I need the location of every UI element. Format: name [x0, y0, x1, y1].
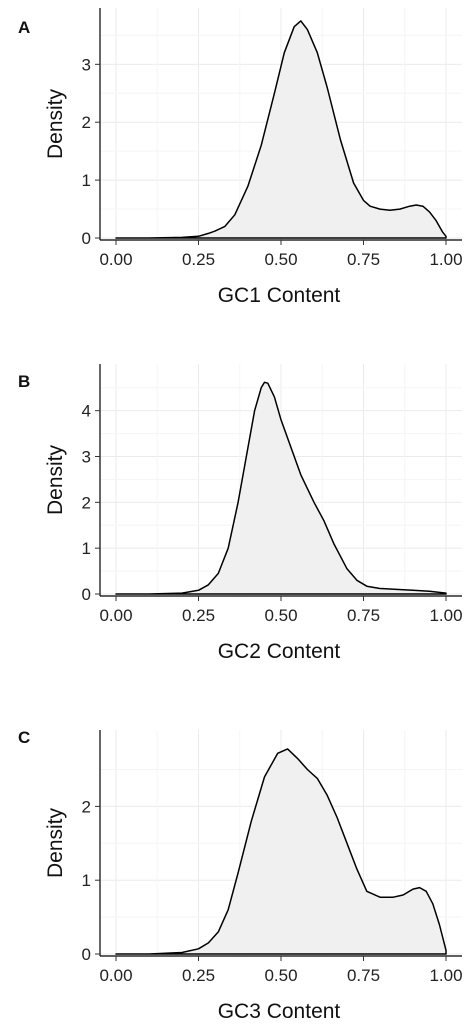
- density-area: [115, 20, 447, 239]
- density-chart-gc3: 0.00 0.25 0.50 0.75 1.00 0 1 2 GC3 Content Densit…: [44, 730, 463, 1023]
- y-tick-label: 0: [82, 945, 91, 964]
- x-tick-label: 0.00: [99, 606, 132, 625]
- x-tick-label: 1.00: [429, 606, 462, 625]
- y-axis-title: Density: [44, 444, 67, 515]
- density-area: [115, 381, 447, 595]
- panel-label: A: [18, 18, 31, 37]
- x-tick-label: 0.50: [264, 966, 297, 985]
- y-tick-label: 2: [82, 113, 91, 132]
- y-tick-label: 1: [82, 539, 91, 558]
- x-tick-label: 0.25: [182, 250, 215, 269]
- y-tick-label: 3: [82, 55, 91, 74]
- x-tick-label: 0.25: [182, 966, 215, 985]
- y-tick-label: 2: [82, 797, 91, 816]
- x-tick-label: 0.75: [347, 606, 380, 625]
- x-tick-label: 0.75: [347, 966, 380, 985]
- y-tick-label: 0: [82, 585, 91, 604]
- panel-b: B 0.00 0.25 0.50 0.75 1.00 0 1 2 3 4 GC2 Content De…: [0, 344, 474, 688]
- x-tick-label: 1.00: [429, 250, 462, 269]
- y-tick-label: 3: [82, 448, 91, 467]
- y-axis-title: Density: [44, 88, 67, 159]
- y-tick-label: 1: [82, 171, 91, 190]
- panel-label: C: [18, 728, 31, 747]
- y-tick-label: 1: [82, 871, 91, 890]
- density-chart-gc1: 0.00 0.25 0.50 0.75 1.00 0 1 2 3 GC1 Content Densi…: [44, 8, 463, 307]
- panel-label: B: [18, 372, 31, 391]
- x-axis-title: GC1 Content: [218, 284, 341, 307]
- y-tick-label: 0: [82, 229, 91, 248]
- x-tick-label: 0.00: [99, 250, 132, 269]
- y-tick-label: 2: [82, 493, 91, 512]
- density-chart-gc2: 0.00 0.25 0.50 0.75 1.00 0 1 2 3 4 GC2 Content Dens…: [44, 364, 463, 663]
- x-axis-title: GC2 Content: [218, 640, 341, 663]
- panel-a: A 0.00 0.25 0.50 0.75 1.00 0 1 2 3 GC1 Content Den…: [0, 0, 474, 344]
- x-tick-label: 0.25: [182, 606, 215, 625]
- density-area: [115, 748, 447, 955]
- y-axis-title: Density: [44, 807, 67, 878]
- x-tick-label: 0.00: [99, 966, 132, 985]
- x-tick-label: 0.75: [347, 250, 380, 269]
- x-tick-label: 0.50: [264, 606, 297, 625]
- x-axis-title: GC3 Content: [218, 1000, 341, 1023]
- x-tick-label: 0.50: [264, 250, 297, 269]
- panel-c: C 0.00 0.25 0.50 0.75 1.00 0 1 2 GC3 Content Dens…: [0, 688, 474, 1032]
- x-tick-label: 1.00: [429, 966, 462, 985]
- y-tick-label: 4: [82, 402, 91, 421]
